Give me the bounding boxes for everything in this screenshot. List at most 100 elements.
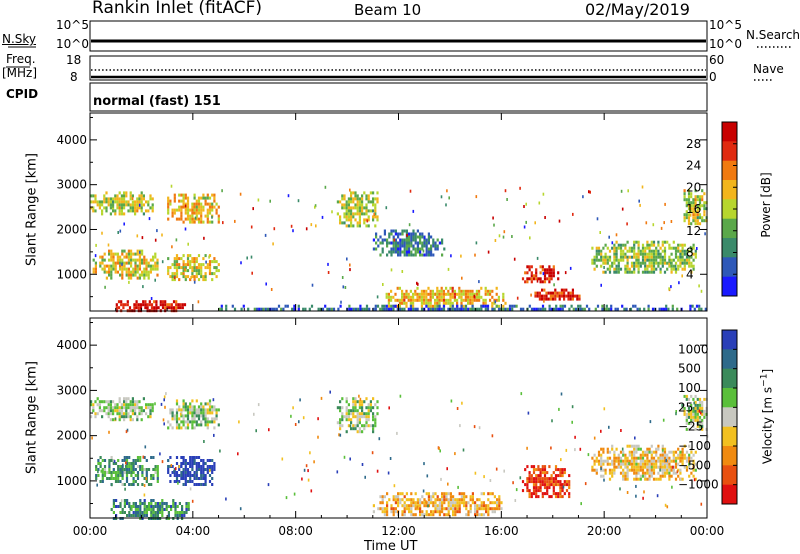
data-cell (526, 265, 529, 269)
data-cell (386, 513, 389, 517)
data-cell (613, 450, 616, 454)
data-cell (467, 298, 470, 302)
data-cell (204, 254, 207, 258)
data-cell (170, 303, 173, 307)
data-cell (184, 480, 187, 483)
data-cell (343, 221, 346, 225)
data-cell (390, 289, 393, 293)
data-cell (535, 307, 538, 311)
data-cell (182, 193, 185, 197)
data-cell (238, 420, 240, 424)
data-cell (668, 459, 671, 463)
data-cell (685, 468, 689, 472)
data-cell (110, 264, 113, 268)
data-cell (387, 301, 390, 305)
data-cell (120, 203, 123, 207)
data-cell (489, 501, 492, 505)
colorbar-swatch (722, 218, 737, 239)
data-cell (570, 304, 573, 308)
data-cell (543, 294, 546, 298)
data-cell (173, 193, 176, 197)
data-cell (321, 307, 325, 311)
data-cell (644, 264, 647, 268)
colorbar-swatch (722, 276, 737, 297)
data-cell (597, 258, 601, 262)
data-cell (191, 205, 194, 209)
data-cell (595, 255, 598, 259)
data-cell (637, 261, 640, 265)
data-cell (180, 214, 183, 218)
data-cell (694, 477, 697, 481)
data-cell (530, 265, 533, 269)
data-cell (180, 193, 183, 197)
data-cell (409, 189, 412, 193)
data-cell (657, 255, 660, 259)
data-cell (167, 272, 170, 276)
data-cell (493, 495, 496, 499)
data-cell (246, 256, 248, 260)
data-cell (136, 234, 139, 238)
data-cell (156, 480, 159, 483)
data-cell (626, 456, 629, 460)
data-cell (156, 514, 159, 517)
data-cell (423, 292, 426, 296)
data-cell (541, 304, 545, 308)
data-cell (469, 504, 472, 508)
data-cell (123, 261, 126, 265)
data-cell (701, 424, 704, 428)
data-cell (694, 249, 697, 253)
data-cell (208, 465, 212, 468)
data-cell (687, 409, 691, 413)
data-cell (394, 241, 397, 245)
y-tick-label: 1000 (56, 267, 87, 281)
data-cell (538, 201, 541, 205)
data-cell (123, 511, 126, 514)
data-cell (213, 426, 216, 430)
data-cell (163, 508, 166, 511)
data-cell (641, 258, 645, 262)
data-cell (489, 492, 492, 496)
data-cell (143, 505, 146, 508)
data-cell (445, 498, 448, 502)
data-cell (467, 292, 470, 296)
data-cell (253, 307, 256, 311)
data-cell (363, 218, 366, 222)
data-cell (213, 205, 216, 209)
data-cell (340, 300, 342, 304)
data-cell (605, 304, 608, 308)
data-cell (354, 206, 357, 210)
data-cell (182, 202, 185, 206)
data-cell (659, 246, 662, 250)
data-cell (193, 417, 196, 421)
data-cell (626, 270, 629, 274)
data-cell (630, 453, 634, 457)
data-cell (694, 204, 697, 208)
data-cell (381, 247, 384, 251)
data-cell (193, 408, 196, 412)
data-cell (539, 489, 542, 493)
data-cell (197, 408, 201, 412)
data-cell (381, 498, 384, 502)
data-cell (173, 196, 176, 200)
data-cell (408, 250, 411, 254)
data-cell (449, 307, 452, 311)
data-cell (204, 199, 207, 203)
data-cell (484, 307, 487, 311)
data-cell (358, 209, 361, 213)
data-cell (208, 474, 212, 477)
data-cell (193, 414, 196, 418)
data-cell (582, 195, 584, 199)
data-cell (374, 415, 377, 419)
data-cell (677, 468, 680, 472)
data-cell (151, 406, 154, 410)
data-cell (544, 216, 546, 219)
data-cell (641, 474, 645, 478)
data-cell (475, 298, 478, 302)
data-cell (471, 301, 474, 305)
data-cell (463, 501, 466, 505)
data-cell (213, 272, 216, 276)
data-cell (663, 462, 667, 466)
data-cell (125, 200, 128, 204)
data-cell (394, 229, 397, 233)
data-cell (356, 203, 359, 207)
